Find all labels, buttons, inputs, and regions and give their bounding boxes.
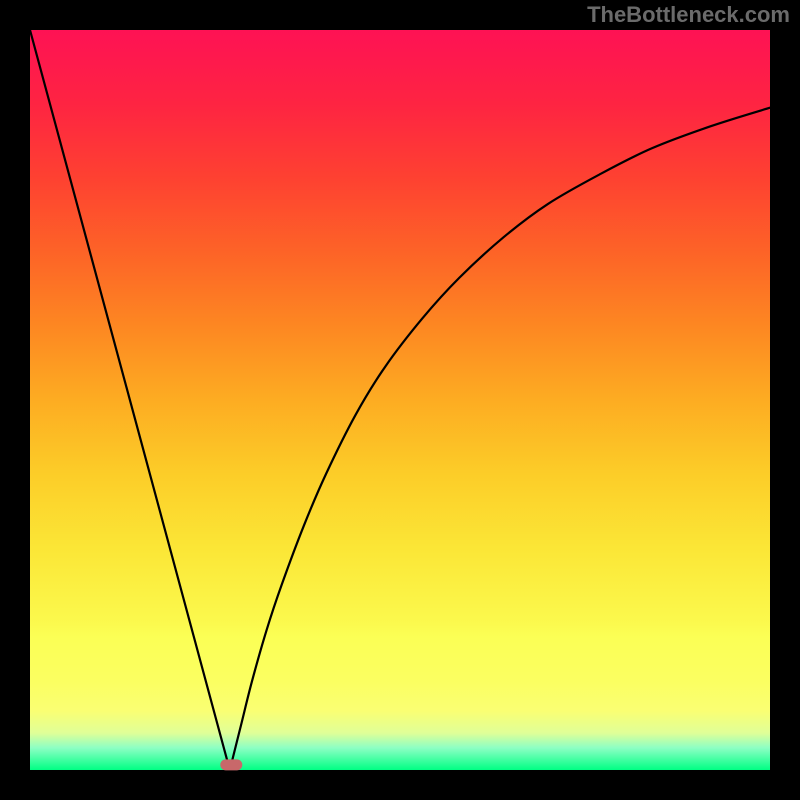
- chart-background: [30, 30, 770, 770]
- optimum-marker: [220, 759, 242, 770]
- watermark-text: TheBottleneck.com: [587, 2, 790, 28]
- bottleneck-chart: [0, 0, 800, 800]
- chart-container: TheBottleneck.com: [0, 0, 800, 800]
